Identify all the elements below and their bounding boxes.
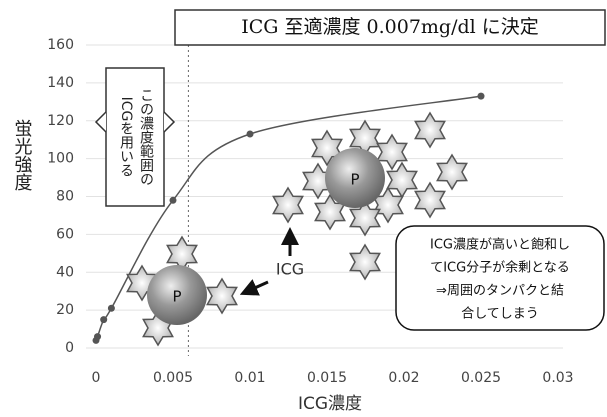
y-tick-label: 20 <box>56 302 74 318</box>
y-tick-label: 80 <box>56 189 74 205</box>
molecule-star <box>437 155 466 189</box>
range-text: この濃度範囲の <box>138 88 154 186</box>
point <box>247 131 254 138</box>
y-axis-label: 蛍光強度 <box>12 119 33 191</box>
callout-line: 合してしまう <box>461 307 539 322</box>
y-tick-label: 100 <box>47 151 74 167</box>
arrow <box>248 282 268 291</box>
chart-title: ICG 至適濃度 0.007mg/dl に決定 <box>241 16 539 38</box>
chart: P P ICG 至適濃度 0.007mg/dl に決定 蛍光強度 ICG濃度 この… <box>0 0 607 417</box>
point <box>100 316 107 323</box>
callout: ICG濃度が高いと飽和し てICG分子が余剰となる ⇒周囲のタンパクと結 合して… <box>396 226 604 330</box>
protein-label: P <box>350 171 359 189</box>
range-box: この濃度範囲の ICGを用いる <box>96 68 174 206</box>
point <box>170 197 177 204</box>
y-tick-label: 0 <box>65 340 74 356</box>
x-tick-label: 0.03 <box>542 370 573 386</box>
y-tick-label: 40 <box>56 264 74 280</box>
point <box>94 333 101 340</box>
x-tick-label: 0.015 <box>307 370 347 386</box>
molecule-label: ICG <box>276 260 304 279</box>
x-tick-label: 0.02 <box>388 370 419 386</box>
molecule-star <box>415 183 444 217</box>
x-tick-label: 0.01 <box>234 370 265 386</box>
range-box-frame <box>106 68 164 206</box>
point <box>108 305 115 312</box>
y-tick-label: 160 <box>47 37 74 53</box>
x-axis-label: ICG濃度 <box>298 394 362 414</box>
molecule-star <box>207 279 236 313</box>
point <box>478 93 485 100</box>
molecule-star <box>415 113 444 147</box>
y-tick-label: 60 <box>56 226 74 242</box>
x-tick-label: 0.025 <box>461 370 501 386</box>
x-tick-label: 0.005 <box>153 370 193 386</box>
y-tick-label: 120 <box>47 113 74 129</box>
molecule-star <box>273 188 302 222</box>
protein-label: P <box>172 288 181 306</box>
callout-line: ICG濃度が高いと飽和し <box>430 237 570 253</box>
y-tick-label: 140 <box>47 75 74 91</box>
callout-line: ⇒周囲のタンパクと結 <box>436 284 564 299</box>
callout-line: てICG分子が余剰となる <box>430 260 570 276</box>
molecule-star <box>350 245 379 279</box>
x-tick-label: 0 <box>92 370 101 386</box>
range-text: ICGを用いる <box>118 97 134 178</box>
